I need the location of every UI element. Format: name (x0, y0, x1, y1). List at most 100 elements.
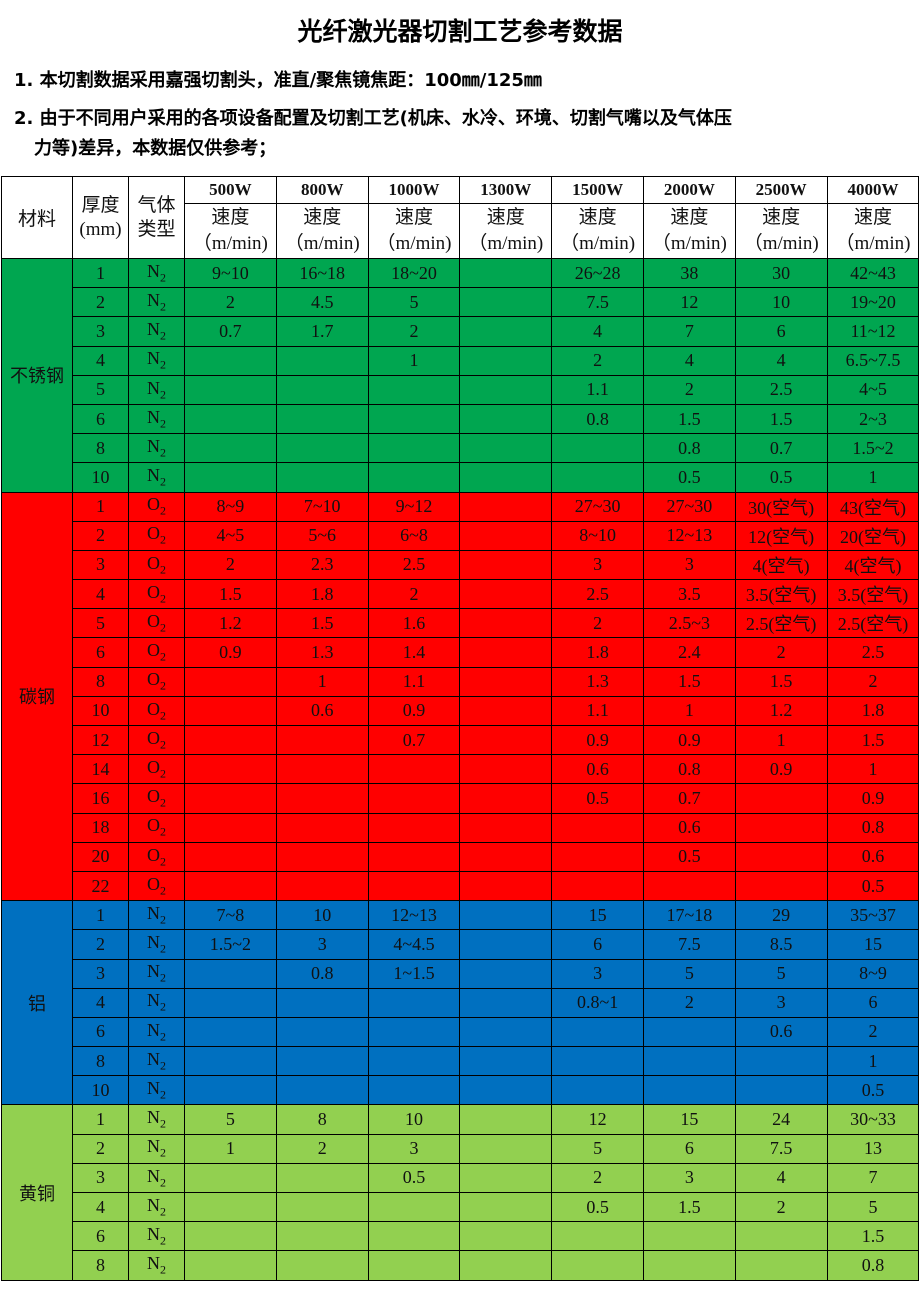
material-cell: 碳钢 (1, 491, 73, 902)
speed-cell: 12 (551, 1104, 644, 1135)
speed-label: 速度 (486, 207, 525, 228)
gas-subscript: 2 (160, 299, 166, 314)
header-row-speed: 速度 （m/min) 速度 （m/min) 速度 （m/min) 速度 （m/min) 速度 （m… (2, 203, 920, 259)
speed-cell (459, 812, 553, 843)
speed-cell: 4~5 (184, 520, 277, 551)
table-row: 10 O2 0.6 0.9 1.1 1 1.2 1.8 (2, 695, 920, 727)
speed-unit: （m/min) (192, 233, 268, 254)
speed-cell (367, 870, 461, 902)
speed-cell (459, 579, 553, 610)
speed-cell: 0.6 (642, 812, 736, 843)
speed-cell (459, 841, 553, 872)
speed-cell (184, 1046, 277, 1077)
speed-cell: 43(空气) (826, 491, 920, 522)
speed-cell: 12 (642, 287, 736, 318)
table-row: 铝 1 N2 7~8 10 12~13 15 17~18 29 35~37 (1, 900, 920, 1106)
speed-cell (367, 841, 461, 872)
gas-subscript: 2 (160, 1087, 166, 1102)
speed-cell: 0.9 (642, 724, 736, 756)
gas-symbol: N (147, 406, 160, 427)
thickness-cell: 3 (72, 316, 129, 347)
speed-cell: 3.5(空气) (826, 579, 920, 610)
speed-cell (184, 958, 277, 989)
speed-cell: 6 (734, 316, 828, 347)
speed-cell: 0.8 (826, 812, 920, 843)
speed-cell: 2 (551, 345, 644, 376)
speed-cell: 3 (551, 958, 644, 989)
gas-symbol: N (147, 961, 160, 982)
gas-subscript: 2 (160, 1204, 166, 1219)
gas-symbol: N (147, 435, 160, 456)
speed-cell: 5 (642, 958, 736, 989)
thickness-cell: 2 (72, 520, 129, 551)
speed-cell (275, 987, 369, 1018)
header-power: 1500W (551, 176, 644, 204)
thickness-cell: 1 (72, 900, 129, 931)
speed-cell: 1.3 (551, 666, 644, 697)
speed-cell: 3.5(空气) (734, 579, 828, 610)
speed-cell: 4~4.5 (367, 929, 461, 960)
gas-symbol: N (147, 902, 160, 923)
speed-cell (275, 1191, 369, 1223)
speed-cell: 6 (551, 929, 644, 960)
gas-cell: N2 (128, 1104, 185, 1135)
gas-cell: N2 (128, 1162, 185, 1194)
speed-cell: 15 (826, 929, 920, 960)
speed-cell: 2.5~3 (642, 608, 736, 639)
speed-cell: 0.5 (551, 1191, 644, 1223)
speed-cell (459, 900, 553, 931)
speed-cell (184, 1016, 277, 1048)
header-speed: 速度 （m/min) (551, 203, 644, 259)
gas-symbol: N (147, 1136, 160, 1157)
gas-symbol: N (147, 289, 160, 310)
gas-symbol: N (147, 465, 160, 486)
speed-cell (551, 1250, 644, 1281)
speed-cell: 1.2 (734, 695, 828, 727)
gas-cell: N2 (128, 433, 185, 464)
speed-cell: 30~33 (826, 1104, 920, 1135)
gas-cell: O2 (128, 520, 185, 551)
thickness-cell: 20 (72, 841, 129, 872)
gas-symbol: N (147, 1107, 160, 1128)
gas-cell: N2 (128, 929, 185, 960)
speed-cell (184, 783, 277, 814)
gas-cell: O2 (128, 695, 185, 727)
gas-subscript: 2 (160, 503, 166, 518)
gas-symbol: N (147, 319, 160, 340)
gas-symbol: O (147, 786, 160, 807)
thickness-cell: 22 (72, 870, 129, 902)
header-speed: 速度 （m/min) (367, 203, 461, 259)
header-gas-label: 气体类型 (137, 194, 176, 240)
gas-symbol: N (147, 260, 160, 281)
gas-cell: O2 (128, 783, 185, 814)
gas-subscript: 2 (160, 883, 166, 898)
gas-cell: N2 (128, 1191, 185, 1223)
header-gas: 气体类型 (128, 176, 185, 259)
speed-cell (459, 1046, 553, 1077)
gas-symbol: N (147, 1223, 160, 1244)
speed-cell: 8.5 (734, 929, 828, 960)
speed-cell: 1.2 (184, 608, 277, 639)
thickness-cell: 12 (72, 724, 129, 756)
speed-cell: 5 (826, 1191, 920, 1223)
gas-cell: N2 (128, 1016, 185, 1048)
material-cell: 不锈钢 (1, 258, 73, 493)
gas-symbol: N (147, 1078, 160, 1099)
speed-cell: 5 (367, 287, 461, 318)
speed-cell: 1.5~2 (184, 929, 277, 960)
speed-cell (367, 987, 461, 1018)
speed-cell: 6.5~7.5 (826, 345, 920, 376)
speed-cell (551, 870, 644, 902)
speed-cell (734, 1250, 828, 1281)
table-row: 2 N2 2 4.5 5 7.5 12 10 19~20 (2, 287, 920, 318)
speed-cell: 12(空气) (734, 520, 828, 551)
thickness-cell: 10 (72, 1075, 129, 1106)
speed-cell: 3 (642, 549, 736, 581)
gas-subscript: 2 (160, 1146, 166, 1161)
speed-cell: 10 (367, 1104, 461, 1135)
speed-cell (642, 1046, 736, 1077)
gas-cell: O2 (128, 579, 185, 610)
speed-cell: 15 (551, 900, 644, 931)
speed-cell: 35~37 (826, 900, 920, 931)
speed-cell (551, 841, 644, 872)
